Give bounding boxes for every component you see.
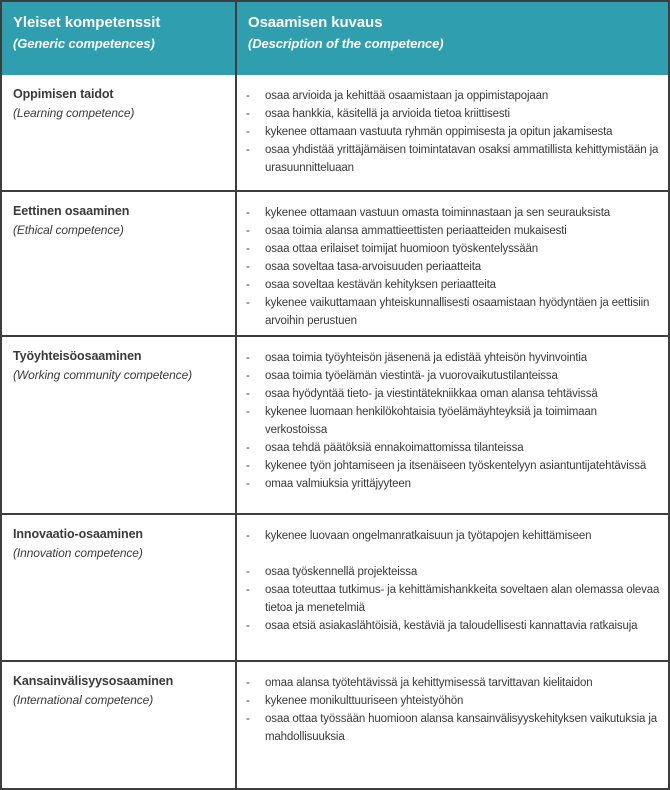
description-item: osaa ottaa työssään huomioon alansa kans…: [237, 710, 660, 746]
competence-name-english: (Working community competence): [13, 368, 193, 382]
header-col1-subtitle: (Generic competences): [13, 36, 155, 51]
description-item: kykenee luomaan henkilökohtaisia työeläm…: [237, 403, 660, 439]
description-list: kykenee ottamaan vastuun omasta toiminna…: [237, 204, 660, 330]
description-item: kykenee luovaan ongelmanratkaisuun ja ty…: [237, 527, 660, 545]
description-item: osaa yhdistää yrittäjämäisen toimintatav…: [237, 141, 660, 177]
competence-name: Innovaatio-osaaminen: [13, 527, 143, 541]
description-item: osaa toteuttaa tutkimus- ja kehittämisha…: [237, 581, 660, 617]
description-item: kykenee ottamaan vastuun omasta toiminna…: [237, 204, 660, 222]
description-item: osaa toimia työyhteisön jäsenenä ja edis…: [237, 349, 660, 367]
table-header: Yleiset kompetenssit (Generic competence…: [2, 2, 668, 75]
description-item: osaa etsiä asiakaslähtöisiä, kestäviä ja…: [237, 617, 660, 635]
description-cell: osaa toimia työyhteisön jäsenenä ja edis…: [237, 337, 668, 513]
description-item: kykenee vaikuttamaan yhteiskunnallisesti…: [237, 294, 660, 330]
description-item: omaa alansa työtehtävissä ja kehittymise…: [237, 674, 660, 692]
competence-name-english: (Innovation competence): [13, 546, 143, 560]
description-item: kykenee työn johtamiseen ja itsenäiseen …: [237, 457, 660, 475]
competence-cell: Innovaatio-osaaminen (Innovation compete…: [2, 515, 237, 660]
description-cell: kykenee luovaan ongelmanratkaisuun ja ty…: [237, 515, 668, 660]
header-col2-title: Osaamisen kuvaus: [248, 14, 383, 31]
table-row: Eettinen osaaminen (Ethical competence) …: [2, 190, 668, 335]
description-item: osaa ottaa erilaiset toimijat huomioon t…: [237, 240, 660, 258]
description-item: osaa toimia työelämän viestintä- ja vuor…: [237, 367, 660, 385]
competence-name: Työyhteisöosaaminen: [13, 349, 142, 363]
description-item: osaa toimia alansa ammattieettisten peri…: [237, 222, 660, 240]
table-row: Kansainvälisyysosaaminen (International …: [2, 660, 668, 788]
competence-name: Oppimisen taidot: [13, 87, 114, 101]
header-col2-subtitle: (Description of the competence): [248, 36, 444, 51]
header-cell-description: Osaamisen kuvaus (Description of the com…: [237, 2, 668, 75]
description-item: omaa valmiuksia yrittäjyyteen: [237, 475, 660, 493]
description-item: osaa hankkia, käsitellä ja arvioida tiet…: [237, 105, 660, 123]
competence-name-english: (Ethical competence): [13, 223, 124, 237]
competence-cell: Oppimisen taidot (Learning competence): [2, 75, 237, 190]
description-cell: kykenee ottamaan vastuun omasta toiminna…: [237, 192, 668, 335]
competence-cell: Eettinen osaaminen (Ethical competence): [2, 192, 237, 335]
competence-name: Kansainvälisyysosaaminen: [13, 674, 174, 688]
description-item: kykenee ottamaan vastuuta ryhmän oppimis…: [237, 123, 660, 141]
description-item: osaa soveltaa kestävän kehityksen periaa…: [237, 276, 660, 294]
competence-name-english: (Learning competence): [13, 106, 135, 120]
description-item: osaa arvioida ja kehittää osaamistaan ja…: [237, 87, 660, 105]
competence-name-english: (International competence): [13, 693, 154, 707]
description-item: kykenee monikulttuuriseen yhteistyöhön: [237, 692, 660, 710]
header-col1-title: Yleiset kompetenssit: [13, 14, 161, 31]
table-row: Työyhteisöosaaminen (Working community c…: [2, 335, 668, 513]
description-list: kykenee luovaan ongelmanratkaisuun ja ty…: [237, 527, 660, 635]
table-row: Innovaatio-osaaminen (Innovation compete…: [2, 513, 668, 660]
competence-cell: Kansainvälisyysosaaminen (International …: [2, 662, 237, 788]
description-item: osaa tehdä päätöksiä ennakoimattomissa t…: [237, 439, 660, 457]
description-item: osaa työskennellä projekteissa: [237, 563, 660, 581]
competence-cell: Työyhteisöosaaminen (Working community c…: [2, 337, 237, 513]
competence-name: Eettinen osaaminen: [13, 204, 130, 218]
description-cell: osaa arvioida ja kehittää osaamistaan ja…: [237, 75, 668, 190]
table-row: Oppimisen taidot (Learning competence) o…: [2, 75, 668, 190]
header-cell-generic-competences: Yleiset kompetenssit (Generic competence…: [2, 2, 237, 75]
description-list: osaa toimia työyhteisön jäsenenä ja edis…: [237, 349, 660, 493]
description-item: osaa soveltaa tasa-arvoisuuden periaatte…: [237, 258, 660, 276]
description-cell: omaa alansa työtehtävissä ja kehittymise…: [237, 662, 668, 788]
description-item: osaa hyödyntää tieto- ja viestintäteknii…: [237, 385, 660, 403]
description-list: omaa alansa työtehtävissä ja kehittymise…: [237, 674, 660, 746]
description-list: osaa arvioida ja kehittää osaamistaan ja…: [237, 87, 660, 177]
